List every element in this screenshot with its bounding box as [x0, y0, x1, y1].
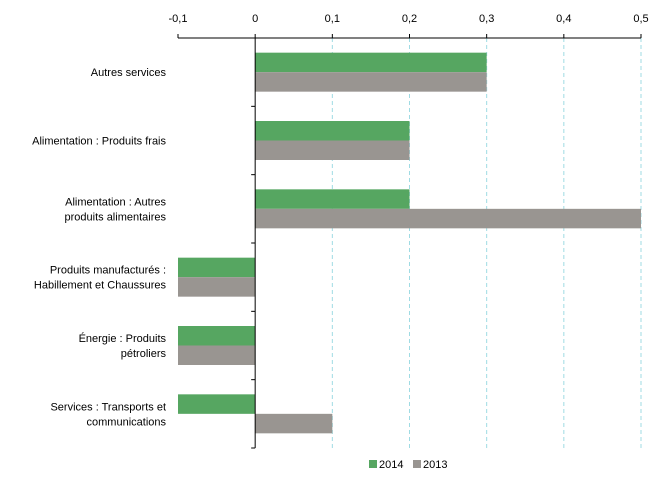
x-tick-label: 0,2 — [402, 13, 417, 25]
category-label: Alimentation : Autres — [65, 196, 166, 208]
x-tick-label: 0,1 — [325, 13, 340, 25]
bar-2014 — [255, 121, 410, 141]
legend-swatch-2013 — [413, 460, 421, 468]
category-label: Habillement et Chaussures — [34, 280, 167, 292]
axes — [177, 34, 642, 449]
x-tick-label: 0 — [252, 13, 258, 25]
bar-2013 — [255, 413, 333, 434]
x-tick-labels: -0,1 0 0,1 0,2 0,3 0,4 0,5 — [169, 13, 649, 25]
bar-2013 — [178, 277, 256, 297]
category-label: Produits manufacturés : — [50, 265, 166, 277]
category-label: Alimentation : Produits frais — [32, 136, 166, 148]
category-label: pétroliers — [121, 348, 167, 360]
bar-2013 — [255, 208, 641, 229]
legend-label-2013: 2013 — [423, 459, 447, 471]
bar-2014 — [178, 394, 256, 414]
x-tick-label: 0,5 — [633, 13, 648, 25]
category-label: Autres services — [91, 67, 167, 79]
bar-2013 — [255, 72, 487, 92]
grid-lines — [331, 38, 642, 448]
category-label: Services : Transports et — [50, 401, 166, 413]
category-label: Énergie : Produits — [79, 332, 167, 345]
bar-2014 — [178, 257, 256, 278]
legend: 2014 2013 — [369, 459, 447, 471]
bar-2014 — [255, 52, 487, 73]
bar-2013 — [178, 345, 256, 365]
bar-2013 — [255, 140, 410, 160]
x-tick-label: 0,3 — [479, 13, 494, 25]
x-tick-label: -0,1 — [169, 13, 188, 25]
legend-label-2014: 2014 — [379, 459, 403, 471]
legend-swatch-2014 — [369, 460, 377, 468]
x-tick-label: 0,4 — [556, 13, 571, 25]
bar-2014 — [255, 189, 410, 209]
bars — [178, 52, 641, 434]
category-label: communications — [87, 416, 167, 428]
bar-2014 — [178, 326, 256, 346]
category-labels: Autres services Alimentation : Produits f… — [32, 67, 166, 428]
category-label: produits alimentaires — [65, 211, 167, 223]
